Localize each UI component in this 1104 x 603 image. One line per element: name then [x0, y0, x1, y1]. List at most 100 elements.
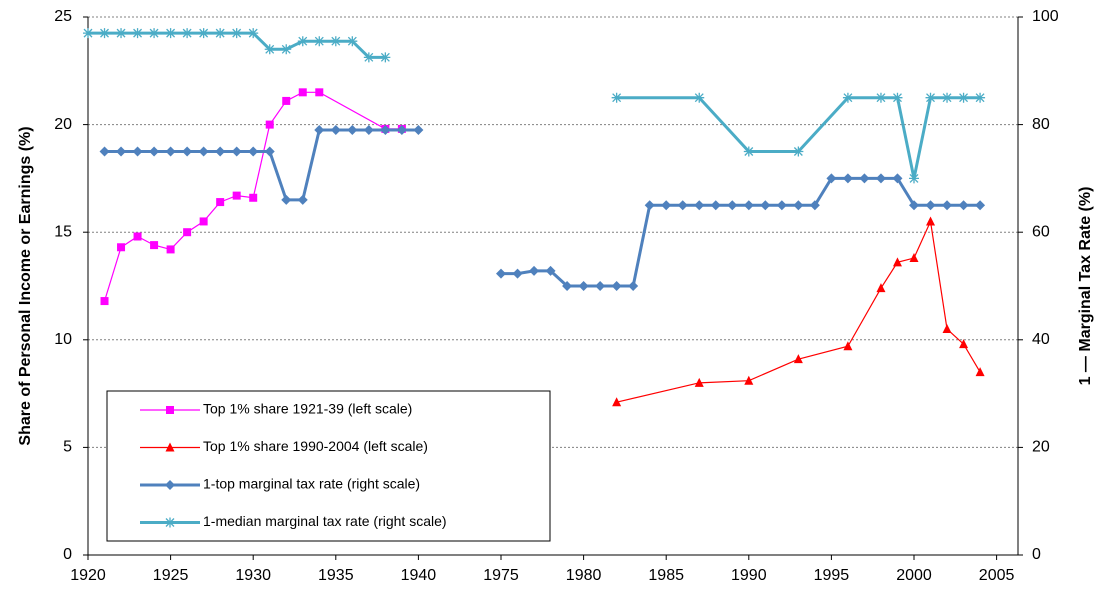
marker — [330, 124, 341, 135]
marker — [710, 200, 721, 211]
marker — [529, 265, 540, 276]
marker — [925, 200, 936, 211]
y-tick-label: 20 — [54, 116, 72, 133]
x-tick-label: 1920 — [70, 567, 106, 584]
marker — [975, 92, 986, 103]
marker — [694, 92, 705, 103]
marker — [809, 200, 820, 211]
legend-label: 1-median marginal tax rate (right scale) — [203, 513, 447, 529]
marker — [743, 200, 754, 211]
marker — [282, 96, 291, 105]
y-tick-label: 5 — [63, 439, 72, 456]
marker — [578, 281, 589, 291]
marker — [611, 92, 622, 103]
marker — [628, 281, 639, 291]
marker — [892, 173, 903, 184]
marker — [727, 200, 738, 211]
marker — [117, 243, 126, 252]
marker — [793, 354, 803, 364]
marker — [133, 232, 142, 241]
marker — [413, 124, 424, 135]
marker — [380, 124, 391, 135]
legend-box — [106, 390, 551, 542]
marker — [248, 146, 259, 157]
marker — [842, 92, 853, 103]
x-tick-label: 1985 — [648, 567, 684, 584]
marker — [231, 28, 242, 39]
legend-label: Top 1% share 1990-2004 (left scale) — [203, 438, 428, 454]
marker — [694, 200, 705, 211]
marker — [843, 341, 853, 351]
marker — [165, 146, 176, 157]
marker — [959, 339, 969, 349]
marker — [264, 44, 275, 55]
marker — [793, 200, 804, 211]
legend-label: 1-top marginal tax rate (right scale) — [203, 476, 420, 492]
marker — [165, 442, 175, 452]
marker — [909, 253, 919, 263]
marker — [315, 88, 324, 97]
marker — [132, 146, 143, 157]
marker — [694, 377, 704, 387]
marker — [150, 241, 159, 250]
marker — [264, 146, 275, 157]
marker — [975, 367, 985, 377]
marker — [826, 173, 837, 184]
marker — [215, 146, 226, 157]
y-tick-label: 10 — [54, 331, 72, 348]
y-axis-title: Share of Personal Income or Earnings (%) — [17, 126, 34, 445]
marker — [297, 194, 308, 205]
marker — [183, 228, 192, 237]
x-tick-label: 2000 — [896, 567, 932, 584]
marker — [958, 92, 969, 103]
x-tick-label: 1990 — [731, 567, 767, 584]
marker — [595, 281, 606, 291]
marker — [231, 146, 242, 157]
marker — [760, 200, 771, 211]
x-tick-label: 1925 — [153, 567, 189, 584]
marker — [281, 194, 292, 205]
marker — [132, 28, 143, 39]
marker — [677, 200, 688, 211]
marker — [942, 92, 953, 103]
x-tick-label: 1930 — [235, 567, 271, 584]
marker — [661, 200, 672, 211]
marker — [165, 517, 175, 528]
marker — [892, 92, 903, 103]
marker — [281, 44, 292, 55]
marker — [875, 173, 886, 184]
marker — [182, 28, 193, 39]
marker — [347, 124, 358, 135]
marker — [909, 173, 919, 184]
marker — [216, 198, 225, 207]
legend-label: Top 1% share 1921-39 (left scale) — [203, 401, 412, 417]
marker — [842, 173, 853, 184]
marker — [198, 146, 209, 157]
y2-tick-label: 60 — [1032, 223, 1050, 240]
x-tick-label: 1975 — [483, 567, 519, 584]
marker — [165, 480, 175, 490]
marker — [265, 120, 274, 129]
marker — [363, 52, 374, 63]
marker — [297, 36, 308, 47]
y-tick-label: 0 — [63, 546, 72, 563]
marker — [396, 124, 407, 135]
series-line — [88, 31, 981, 179]
marker — [198, 28, 209, 39]
y2-tick-label: 40 — [1032, 331, 1050, 348]
marker — [545, 265, 556, 276]
y-tick-label: 25 — [54, 8, 72, 25]
marker — [347, 36, 358, 47]
marker — [380, 52, 391, 63]
x-tick-label: 1995 — [814, 567, 850, 584]
marker — [562, 281, 573, 291]
y2-tick-label: 20 — [1032, 439, 1050, 456]
marker — [166, 406, 174, 414]
y-tick-label: 15 — [54, 223, 72, 240]
marker — [942, 324, 952, 334]
marker — [232, 191, 241, 200]
marker — [611, 281, 622, 291]
marker — [958, 200, 969, 211]
marker — [496, 268, 506, 279]
